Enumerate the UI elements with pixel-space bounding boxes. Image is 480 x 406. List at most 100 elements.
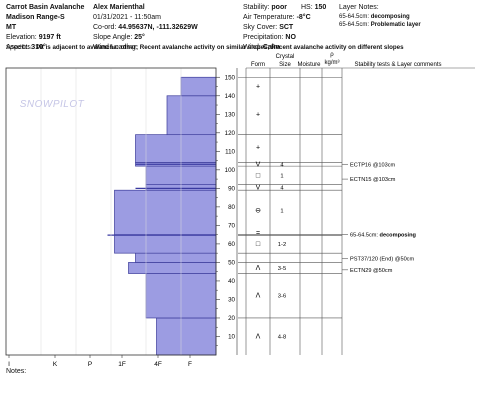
column-header-tests: Stability tests & Layer comments: [354, 62, 441, 68]
height-tick-label: 140: [225, 93, 236, 100]
air-temperature: Air Temperature: -8°C: [243, 14, 311, 21]
grain-form-symbol: V: [256, 184, 261, 191]
date-time: 01/31/2021 - 11:50am: [93, 14, 161, 21]
layer-note: 65-64.5cm: Problematic layer: [339, 22, 421, 28]
column-header-size: Size: [279, 62, 291, 68]
state-name: MT: [6, 24, 17, 31]
chart-frame: [5, 67, 217, 356]
watermark-logo: SNOWPILOT: [20, 99, 85, 110]
axis-ticks: I K P 1F 4F F 10 20 30 40 50 60 70 80 90 100 110 120 130 14…: [8, 68, 238, 368]
grain-form-symbol: =: [256, 230, 260, 237]
hardness-bar: [114, 189, 217, 235]
test-text-bold: decomposing: [380, 233, 417, 239]
grain-size: 3-5: [278, 266, 286, 272]
hardness-tick-label: P: [88, 361, 92, 368]
snow-depth: HS: 150: [301, 4, 327, 11]
wind-loading: Wind Loading:: [93, 44, 138, 51]
elevation: Elevation: 9197 ft: [6, 34, 61, 41]
grain-form-symbol: ⊖: [255, 208, 261, 215]
column-header-rho-unit: kg/m³: [325, 60, 340, 66]
test-text: PST37/120 (End) @50cm: [350, 257, 414, 263]
height-tick-label: 60: [228, 241, 235, 248]
hardness-tick-label: K: [53, 361, 58, 368]
height-tick-label: 80: [228, 204, 235, 211]
hardness-tick-label: F: [188, 361, 192, 368]
grain-size: 4-8: [278, 334, 286, 340]
coordinates: Co-ord: 44.95637N, -111.32629W: [93, 24, 198, 31]
test-text: ECTP16 @103cm: [350, 162, 396, 168]
grain-size: 1: [280, 209, 283, 215]
test-text: 65-64.5cm:: [350, 233, 380, 239]
column-header-moisture: Moisture: [297, 62, 321, 68]
header-col-3: Stability: poor Air Temperature: -8°C Sk…: [243, 3, 311, 53]
stability-test: ECTP16 @103cm: [350, 162, 396, 168]
hardness-bars: [107, 76, 217, 356]
height-tick-label: 70: [228, 222, 235, 229]
notes-label: Notes:: [6, 368, 27, 375]
test-text: ECTN15 @103cm: [350, 177, 396, 183]
grain-form-symbol: Λ: [256, 293, 261, 300]
grain-form-symbol: +: [256, 145, 260, 152]
observer: Alex Marienthal: [93, 4, 145, 11]
stability-test: ECTN29 @50cm: [350, 268, 393, 274]
test-text: ECTN29 @50cm: [350, 268, 393, 274]
grain-form-symbol: +: [256, 111, 260, 118]
precipitation: Precipitation: NO: [243, 34, 296, 41]
chart-border: [5, 67, 217, 356]
hardness-bar: [135, 252, 217, 263]
header-col-1: Carrot Basin Avalanche Madison Range-S M…: [6, 3, 84, 53]
stability-test: 65-64.5cm: decomposing: [350, 233, 416, 239]
stability-test: PST37/120 (End) @50cm: [350, 257, 414, 263]
grain-form-symbol: Λ: [256, 265, 261, 272]
hardness-bar: [180, 76, 217, 97]
height-tick-label: 100: [225, 167, 236, 174]
grain-size: 4: [280, 162, 284, 168]
grain-size: 4: [280, 185, 284, 191]
height-tick-label: 90: [228, 185, 235, 192]
hardness-tick-label: 4F: [154, 361, 162, 368]
height-tick-label: 30: [228, 296, 235, 303]
hardness-bar: [114, 234, 217, 254]
grain-size: 3-6: [278, 294, 286, 300]
specifics: Specifics: Pit is adjacent to avalanche:…: [6, 44, 404, 51]
column-header-crystal: Crystal: [276, 54, 295, 60]
stability-test: ECTN15 @103cm: [350, 177, 396, 183]
wind: Wind: Calm: [243, 44, 280, 51]
grain-form-symbol: □: [256, 172, 261, 179]
column-header-rho: ρ: [330, 52, 334, 58]
stability: Stability: poor: [243, 4, 287, 11]
location-name: Carrot Basin Avalanche: [6, 4, 85, 11]
grain-form-symbol: □: [256, 241, 261, 248]
height-tick-label: 20: [228, 315, 235, 322]
snowpilot-watermark: SNOWPILOT: [20, 99, 85, 110]
hardness-bar: [128, 262, 217, 274]
layer-notes: Layer Notes: 65-64.5cm: decomposing 65-6…: [339, 3, 421, 29]
grain-form-symbol: Λ: [256, 333, 261, 340]
header-col-2: Alex Marienthal 01/31/2021 - 11:50am Co-…: [93, 3, 198, 53]
height-tick-label: 130: [225, 111, 236, 118]
layer-note: 65-64.5cm: decomposing: [339, 14, 410, 20]
grain-form-symbol: V: [256, 161, 261, 168]
hardness-bar: [135, 134, 217, 163]
grain-size: 1-2: [278, 242, 286, 248]
height-tick-label: 150: [225, 74, 236, 81]
sky-cover: Sky Cover: SCT: [243, 24, 294, 31]
height-tick-label: 50: [228, 259, 235, 266]
height-tick-label: 10: [228, 333, 235, 340]
slope-angle: Slope Angle: 25°: [93, 34, 145, 41]
column-header-form: Form: [251, 62, 265, 68]
height-tick-label: 120: [225, 130, 236, 137]
aspect: Aspect: 310°: [6, 44, 46, 51]
hardness-tick-label: I: [8, 361, 10, 368]
height-tick-label: 40: [228, 278, 235, 285]
height-tick-label: 110: [225, 148, 235, 155]
hardness-bar: [156, 317, 217, 356]
grain-form-symbol: +: [256, 84, 260, 91]
range-name: Madison Range-S: [6, 14, 65, 21]
grain-size: 1: [280, 173, 283, 179]
hardness-bar: [166, 95, 217, 136]
layer-table: Λ 4-8 Λ 3-6 Λ 3-5 □ 1-2 = ⊖ 1 V 4 □ 1 V 4 + + + ECTP16 @103c…: [238, 67, 475, 355]
hardness-tick-label: 1F: [118, 361, 126, 368]
layer-notes-label: Layer Notes:: [339, 4, 379, 11]
